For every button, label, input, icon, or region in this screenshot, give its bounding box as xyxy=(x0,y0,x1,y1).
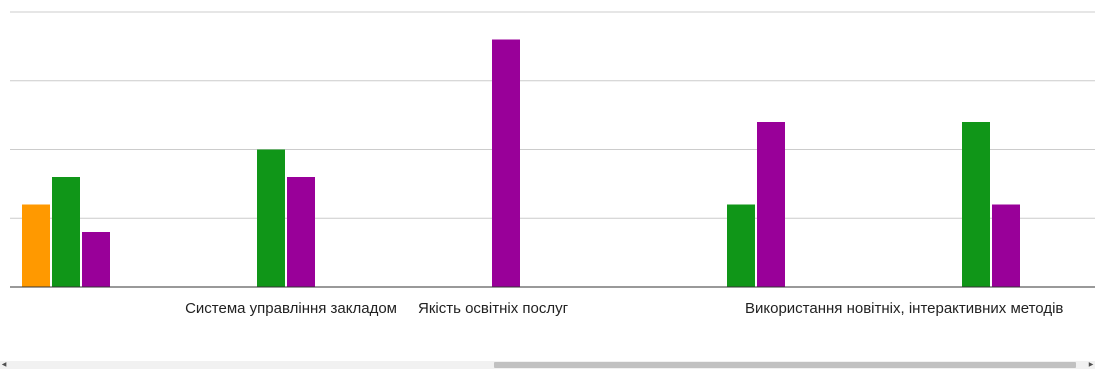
horizontal-scrollbar[interactable]: ◀ ▶ xyxy=(0,361,1095,369)
bar xyxy=(962,122,990,287)
scroll-right-arrow-icon[interactable]: ▶ xyxy=(1088,361,1094,368)
bar xyxy=(22,204,50,287)
bars xyxy=(22,39,1020,287)
scrollbar-thumb[interactable] xyxy=(493,362,1077,368)
bar xyxy=(757,122,785,287)
bar-chart: Система управління закладом Якість освітн… xyxy=(10,11,1095,317)
bar xyxy=(52,177,80,287)
bar xyxy=(82,232,110,287)
category-label: Система управління закладом xyxy=(185,300,397,317)
scroll-left-arrow-icon[interactable]: ◀ xyxy=(1,361,7,368)
category-label: Використання новітніх, інтерактивних мет… xyxy=(745,300,1063,317)
bar xyxy=(257,149,285,287)
category-labels: Система управління закладом Якість освітн… xyxy=(185,300,1063,317)
category-label: Якість освітніх послуг xyxy=(418,300,569,317)
bar xyxy=(492,39,520,287)
grid-lines xyxy=(10,11,1095,219)
bar xyxy=(287,177,315,287)
bar xyxy=(727,204,755,287)
bar xyxy=(992,204,1020,287)
